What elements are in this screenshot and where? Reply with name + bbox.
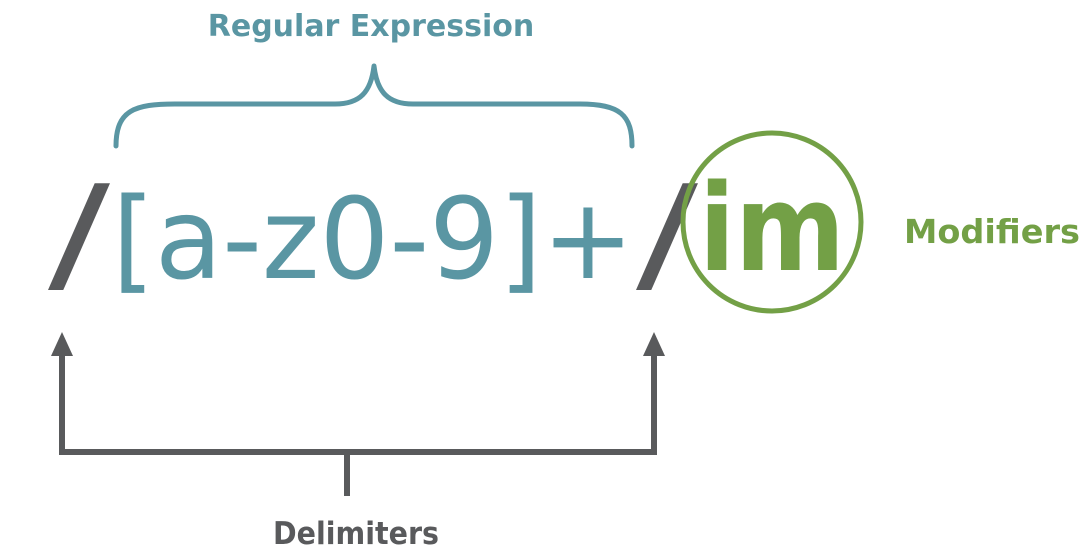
modifiers-label: Modifiers [904,212,1080,251]
delimiter-open: / [48,157,110,309]
regex-pattern: [a-z0-9]+ [112,175,634,305]
delimiter-bracket [59,352,657,455]
left-delimiter-arrow-icon [51,332,73,356]
modifier-circle [680,130,864,314]
right-delimiter-arrow-icon [643,332,665,356]
delimiter-close: / [636,157,698,309]
modifier-flags: im [699,160,845,299]
regex-curly-brace [113,63,635,149]
delimiters-label: Delimiters [273,516,439,552]
regular-expression-label: Regular Expression [208,9,534,44]
